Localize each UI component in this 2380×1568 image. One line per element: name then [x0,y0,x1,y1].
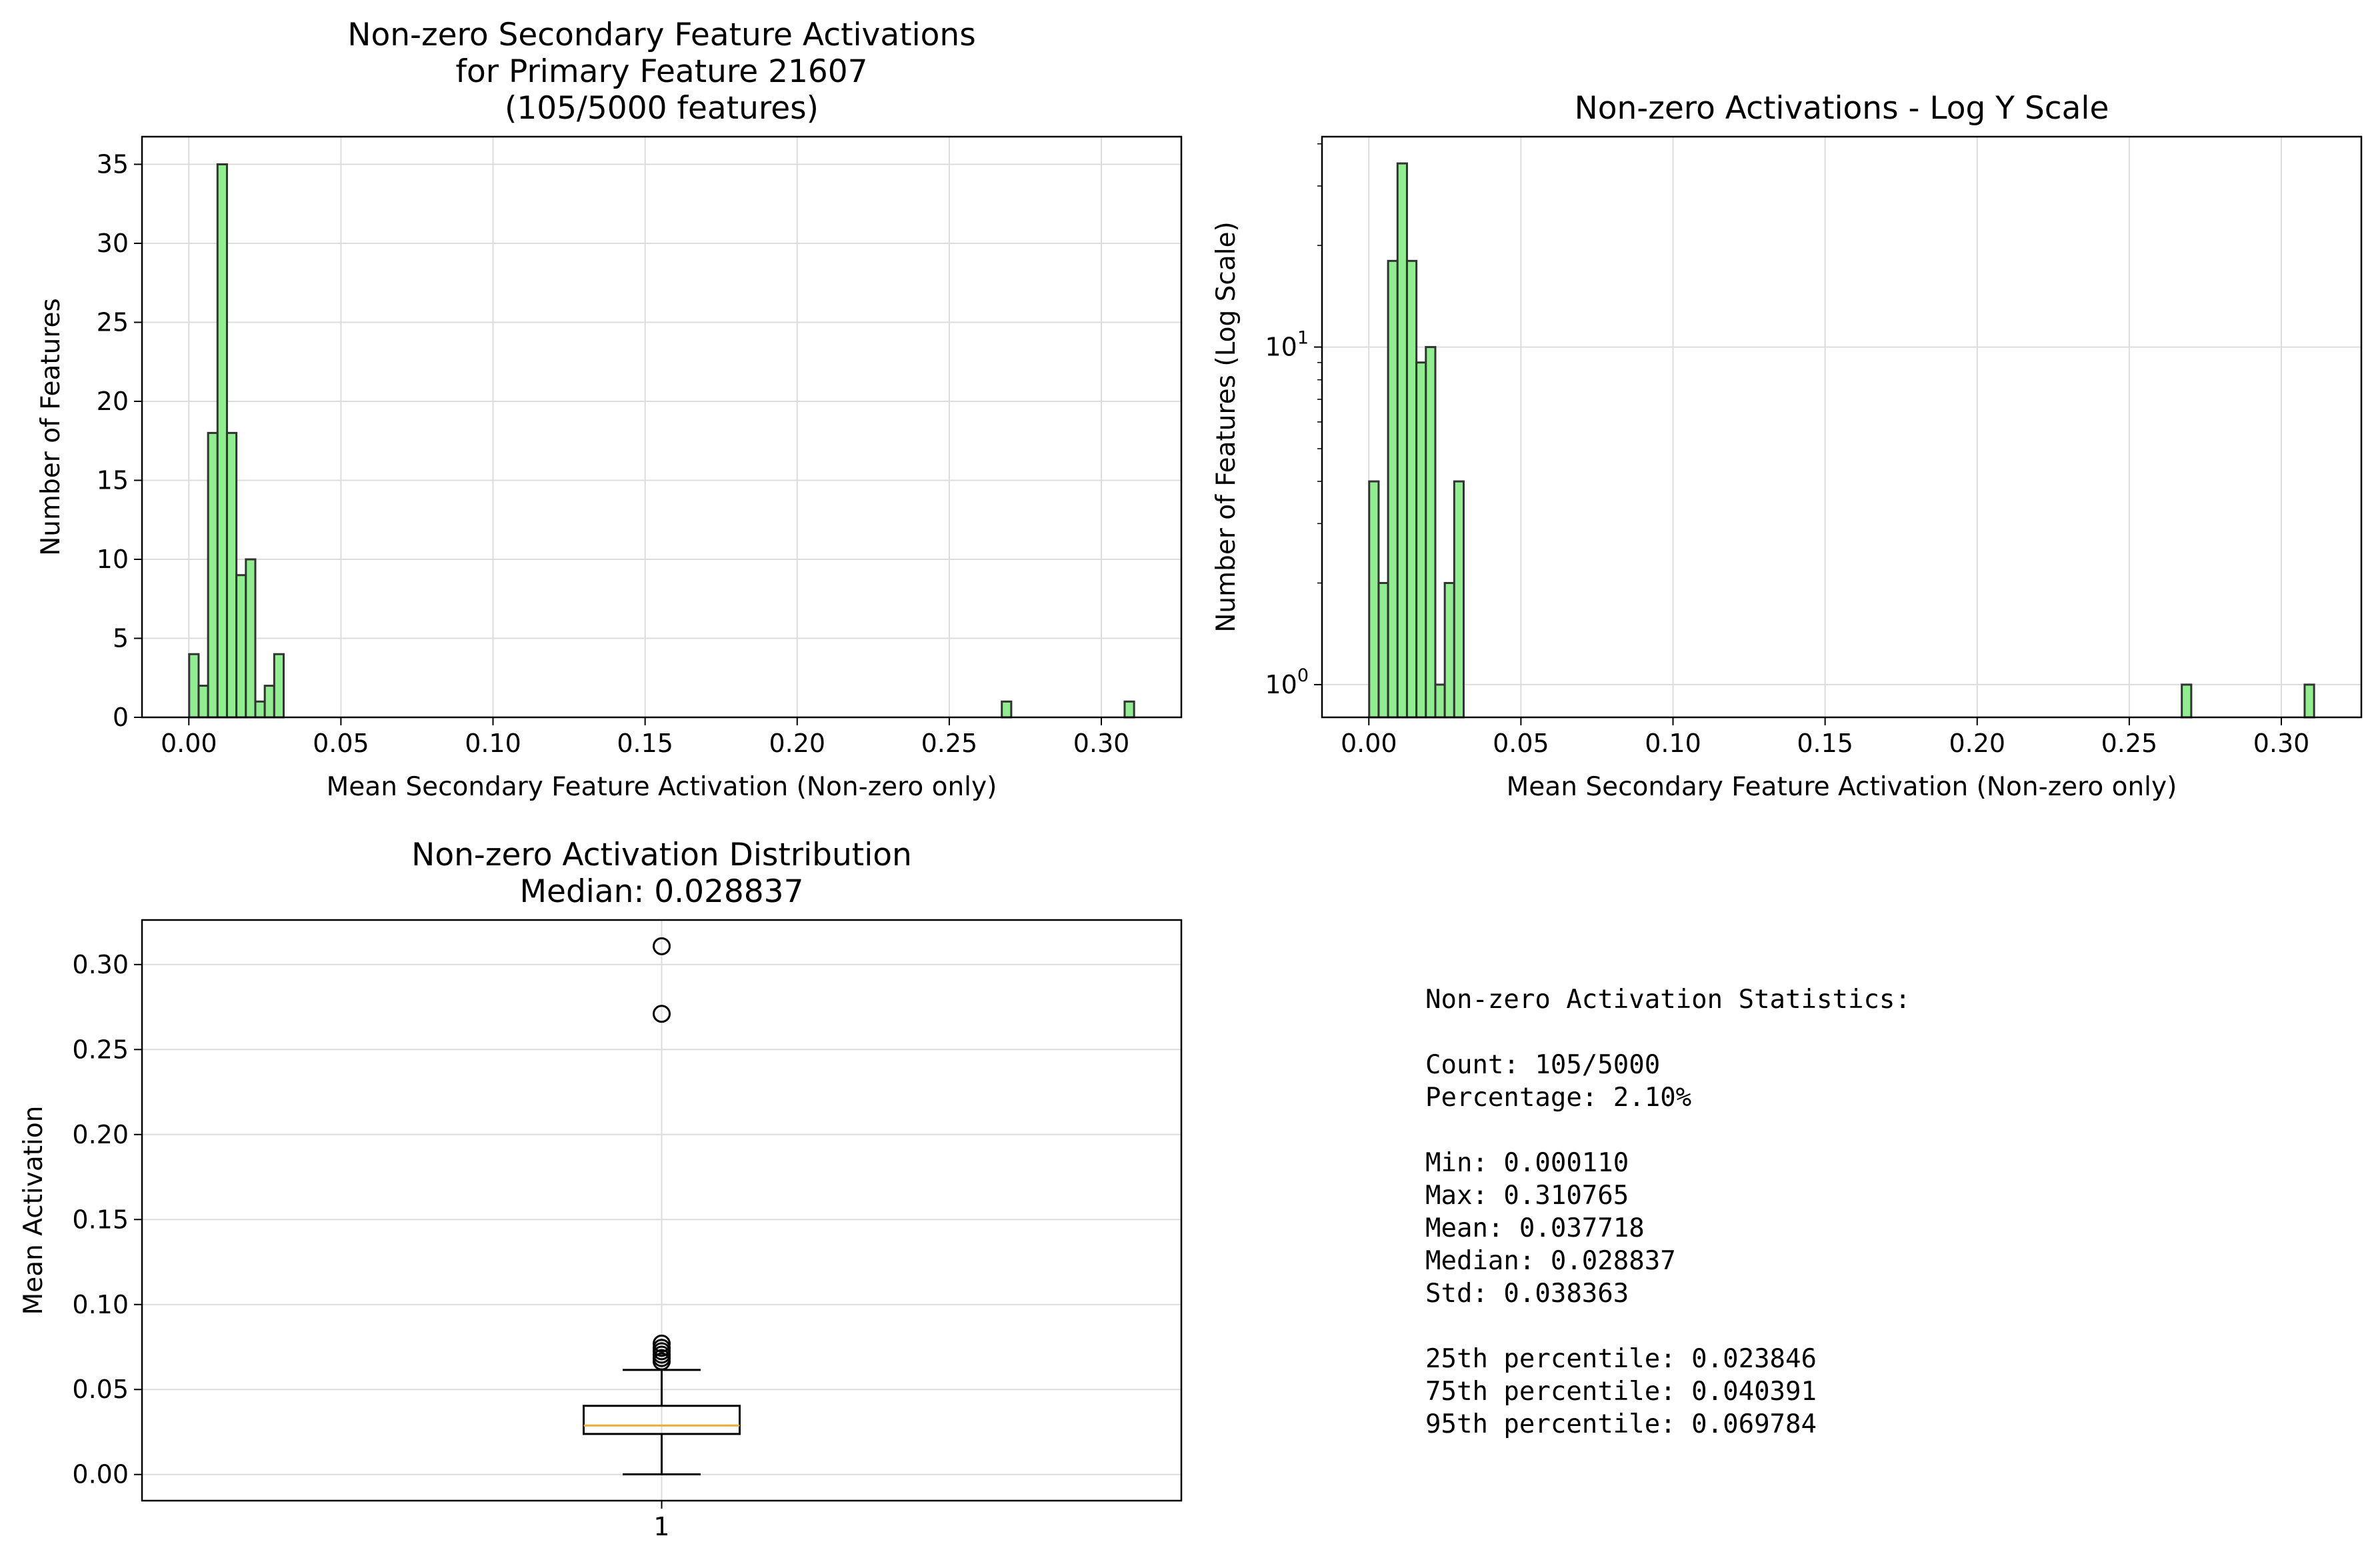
histogram-bars [188,163,1135,719]
histogram-bar [1001,700,1013,719]
y-tick-label: 5 [113,623,129,653]
y-tick-label: 0.20 [72,1120,129,1149]
histogram-bar [1123,700,1135,719]
stats-p25: 25th percentile: 0.023846 [1425,1344,1817,1374]
outlier-point [653,937,671,955]
chart-title: Median: 0.028837 [520,873,804,910]
histogram-bar [254,700,266,719]
chart-title: Non-zero Activation Distribution [411,837,912,873]
outlier-point [653,1334,671,1353]
stats-p95: 95th percentile: 0.069784 [1425,1409,1817,1439]
stats-median: Median: 0.028837 [1425,1246,1676,1276]
histogram-bar [1434,683,1446,719]
histogram-bar [2303,683,2315,719]
histogram-bar [263,685,275,719]
y-tick-label: 0.15 [72,1205,129,1234]
histogram-bar [216,163,228,719]
histogram-bar [1368,480,1380,719]
y-tick-label: 0.25 [72,1035,129,1064]
iqr-box [583,1405,741,1435]
chart-title: (105/5000 features) [505,90,819,127]
histogram-bar [207,431,219,719]
y-axis-label: Number of Features [36,298,66,556]
histogram-bar [225,431,238,719]
histogram-bar [2181,683,2193,719]
stats-max: Max: 0.310765 [1425,1181,1629,1211]
stats-percentage: Percentage: 2.10% [1425,1083,1691,1113]
y-tick-label: 100 [1265,665,1309,699]
y-tick-label: 0.30 [72,950,129,979]
x-tick-label: 0.30 [1073,729,1130,758]
histogram-bar [188,653,200,719]
histogram-bars [1368,162,2315,719]
histogram-bar [1453,480,1465,719]
histogram-bar [1396,162,1408,719]
chart-title: Non-zero Secondary Feature Activations [347,17,975,53]
axes-frame [141,135,1183,719]
stats-mean: Mean: 0.037718 [1425,1213,1645,1243]
histogram-bar [1405,259,1418,719]
histogram-bar [1387,259,1399,719]
x-tick-label: 0.05 [1493,729,1549,758]
histogram-log-panel: 0.00 0.05 0.10 0.15 0.20 0.25 0.30 100 101 Mean S… [1211,90,2363,802]
y-tick-label: 15 [97,465,129,495]
y-tick-label: 0.10 [72,1290,129,1319]
histogram-bar [197,685,209,719]
histogram-linear-panel: 0.00 0.05 0.10 0.15 0.20 0.25 0.30 0 5 10 15 20 25 30… [36,17,1183,802]
outlier-point [653,1005,671,1023]
y-tick-label: 0.05 [72,1375,129,1404]
y-tick-label: 30 [97,229,129,258]
stats-count: Count: 105/5000 [1425,1050,1660,1080]
outlier-point [653,1339,671,1357]
y-tick-label: 35 [97,149,129,179]
axes-frame [1321,135,2363,719]
statistics-text-panel: Non-zero Activation Statistics: Count: 1… [1425,985,1911,1439]
histogram-bar [1377,582,1389,719]
x-tick-label: 0.30 [2253,729,2310,758]
stats-header: Non-zero Activation Statistics: [1425,985,1911,1015]
x-tick-label: 0.10 [465,729,521,758]
x-tick-label: 0.25 [921,729,978,758]
x-axis-label: Mean Secondary Feature Activation (Non-z… [327,772,997,802]
histogram-bar [235,574,247,719]
y-tick-label: 10 [97,545,129,574]
y-tick-label: 25 [97,307,129,337]
chart-title: for Primary Feature 21607 [455,53,867,90]
y-tick-label: 20 [97,387,129,416]
x-tick-label: 0.20 [769,729,825,758]
chart-title: Non-zero Activations - Log Y Scale [1575,90,2109,127]
histogram-bar [245,558,257,719]
y-axis-label: Number of Features (Log Scale) [1211,221,1241,633]
boxplot-panel: 0.00 0.05 0.10 0.15 0.20 0.25 0.30 1 Mean Activa… [19,837,1183,1541]
axes-frame [141,919,1183,1502]
x-tick-label: 0.20 [1949,729,2005,758]
x-tick-label: 0.00 [1341,729,1397,758]
histogram-bar [273,653,285,719]
x-tick-label: 0.15 [1797,729,1853,758]
x-tick-label: 0.05 [313,729,369,758]
x-tick-label: 0.25 [2101,729,2158,758]
stats-p75: 75th percentile: 0.040391 [1425,1377,1817,1407]
histogram-bar [1443,582,1455,719]
x-tick-label: 0.15 [617,729,673,758]
x-axis-label: Mean Secondary Feature Activation (Non-z… [1507,772,2177,802]
stats-std: Std: 0.038363 [1425,1279,1629,1309]
y-tick-label: 101 [1265,328,1309,362]
y-tick-label: 0.00 [72,1460,129,1489]
x-tick-label: 1 [653,1512,669,1541]
x-tick-label: 0.00 [161,729,217,758]
y-axis-label: Mean Activation [19,1106,49,1315]
y-tick-label: 0 [113,703,129,732]
x-tick-label: 0.10 [1645,729,1701,758]
stats-min: Min: 0.000110 [1425,1148,1629,1178]
histogram-bar [1415,361,1427,719]
histogram-bar [1425,346,1437,719]
